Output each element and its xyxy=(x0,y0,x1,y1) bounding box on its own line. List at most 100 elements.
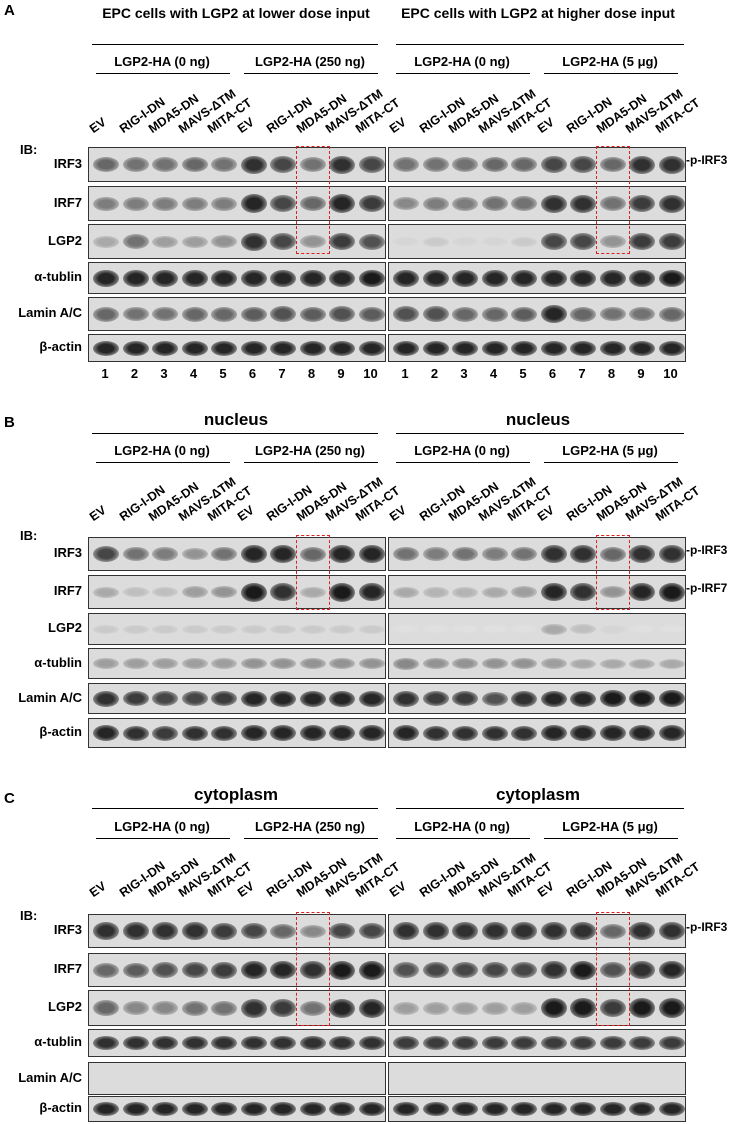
row-label: Lamin A/C xyxy=(18,305,82,320)
blot-band xyxy=(511,157,537,172)
blot-band xyxy=(481,237,508,246)
blot-band xyxy=(211,1000,237,1016)
blot-band xyxy=(393,306,419,322)
blot-band xyxy=(358,233,385,250)
highlight-box xyxy=(295,146,330,254)
blot-band xyxy=(240,340,267,356)
blot-band xyxy=(540,1102,567,1116)
blot-band xyxy=(658,961,685,979)
blot-band xyxy=(511,1001,537,1015)
blot-strip xyxy=(388,683,686,714)
blot-band xyxy=(452,196,478,211)
blot-band xyxy=(452,922,478,940)
blot-band xyxy=(93,340,119,356)
blot-band xyxy=(152,922,178,940)
blot-band xyxy=(122,725,149,741)
blot-band xyxy=(270,624,296,634)
blot-strip xyxy=(388,1062,686,1095)
blot-band xyxy=(358,1036,385,1050)
blot-strip xyxy=(388,297,686,331)
blot-band xyxy=(599,999,626,1017)
blot-band xyxy=(152,691,178,706)
blot-band xyxy=(422,725,449,741)
blot-band xyxy=(393,1102,419,1116)
group-underline xyxy=(96,73,230,74)
blot-band xyxy=(599,340,626,356)
blot-band xyxy=(152,587,178,597)
blot-band xyxy=(358,1102,385,1116)
blot-band xyxy=(511,690,537,707)
blot-band xyxy=(481,625,508,633)
blot-band xyxy=(122,1102,149,1116)
blot-band xyxy=(358,340,385,356)
blot-band xyxy=(329,306,355,322)
blot-strip xyxy=(388,186,686,221)
blot-band xyxy=(240,658,267,669)
blot-band xyxy=(240,725,267,741)
blot-band xyxy=(358,690,385,707)
panel-c-right-title: cytoplasm xyxy=(495,785,581,804)
blot-band xyxy=(240,582,267,602)
blot-band xyxy=(540,156,567,173)
blot-band xyxy=(122,340,149,356)
lane-number: 10 xyxy=(663,366,678,381)
lane-number: 4 xyxy=(189,366,198,381)
blot-band xyxy=(122,691,149,706)
blot-band xyxy=(540,269,567,287)
blot-band xyxy=(240,690,267,707)
blot-band xyxy=(393,197,419,210)
blot-band xyxy=(658,194,685,213)
blot-band xyxy=(152,307,178,321)
panel-letter-a: A xyxy=(4,2,15,19)
blot-band xyxy=(93,690,119,707)
row-label: IRF3 xyxy=(53,155,82,171)
blot-band xyxy=(422,547,449,561)
blot-band xyxy=(599,196,626,211)
blot-band xyxy=(358,269,385,287)
panel-a-left-title: EPC cells with LGP2 at lower dose input xyxy=(102,5,370,21)
blot-band xyxy=(329,340,355,356)
lane-number: 7 xyxy=(278,366,286,381)
row-label: LGP2 xyxy=(48,620,82,635)
lane-number: 6 xyxy=(548,366,557,381)
blot-band xyxy=(599,962,626,978)
blot-strip xyxy=(88,262,386,294)
blot-band xyxy=(511,625,537,633)
group-underline xyxy=(244,462,378,463)
blot-band xyxy=(422,269,449,287)
blot-band xyxy=(658,233,685,250)
blot-band xyxy=(452,691,478,706)
band-marker: -p-IRF3 xyxy=(686,920,728,934)
blot-band xyxy=(329,960,355,980)
blot-band xyxy=(329,658,355,669)
blot-strip xyxy=(88,1029,386,1057)
blot-band xyxy=(511,658,537,669)
row-label: IRF3 xyxy=(53,545,82,560)
blot-band xyxy=(329,725,355,741)
blot-band xyxy=(629,961,655,979)
blot-band xyxy=(358,998,385,1018)
blot-band xyxy=(358,725,385,741)
blot-band xyxy=(452,658,478,669)
group-label: LGP2-HA (5 μg) xyxy=(562,443,658,458)
blot-band xyxy=(629,1036,655,1050)
blot-band xyxy=(658,1036,685,1050)
band-marker: -p-IRF7 xyxy=(686,581,728,595)
divider-line xyxy=(92,44,378,45)
lane-label: EV xyxy=(86,878,109,900)
blot-band xyxy=(181,1102,208,1116)
divider-line xyxy=(92,433,378,434)
blot-band xyxy=(599,725,626,741)
blot-strip xyxy=(88,224,386,259)
blot-band xyxy=(152,658,178,669)
blot-band xyxy=(570,658,596,669)
blot-band xyxy=(511,196,537,211)
blot-band xyxy=(393,340,419,356)
blot-band xyxy=(299,586,326,598)
blot-band xyxy=(599,546,626,562)
blot-band xyxy=(452,1036,478,1050)
blot-band xyxy=(270,690,296,707)
blot-band xyxy=(240,1036,267,1050)
blot-band xyxy=(481,1001,508,1015)
blot-band xyxy=(393,547,419,561)
